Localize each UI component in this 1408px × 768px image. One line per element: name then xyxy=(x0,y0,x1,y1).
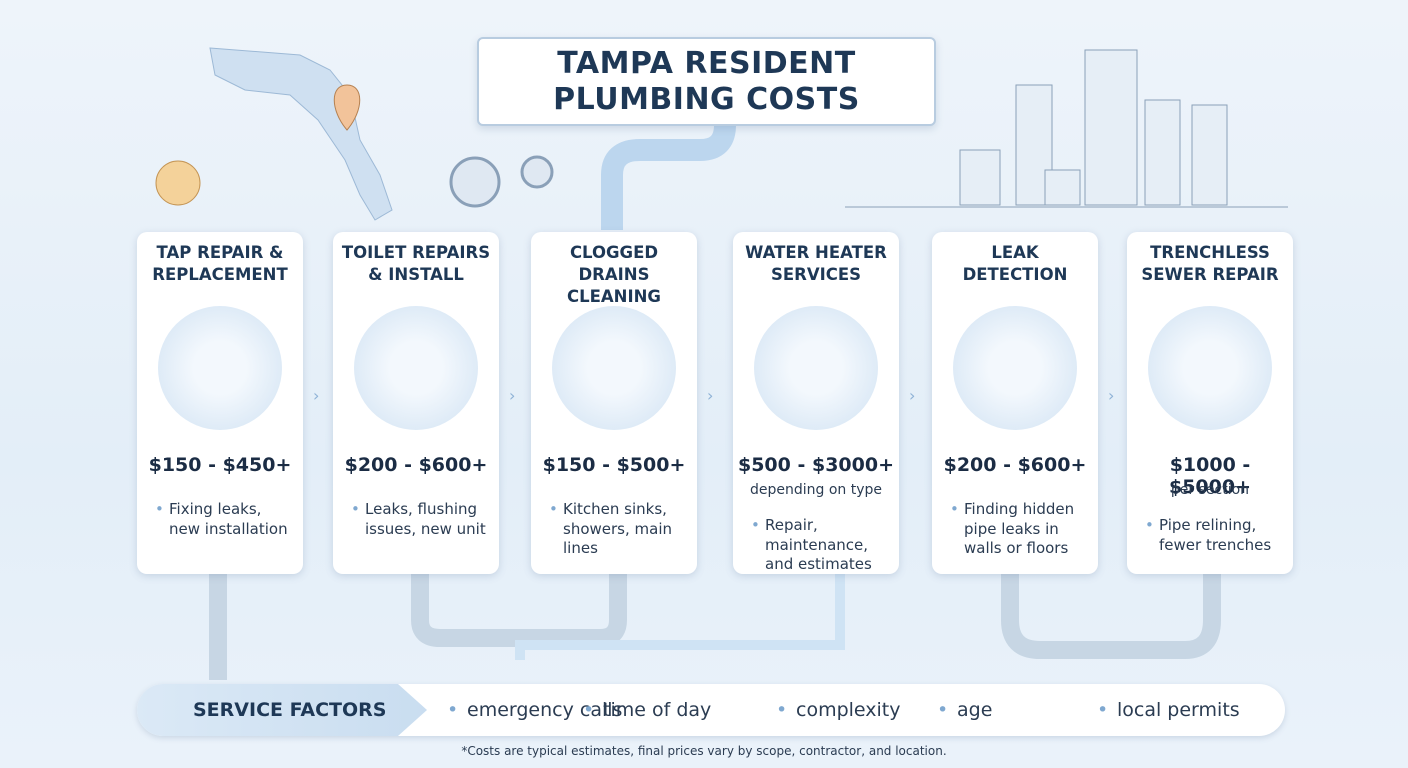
service-card: TRENCHLESS SEWER REPAIR $1000 - $5000+ per… xyxy=(1127,232,1293,574)
connector-arrow: › xyxy=(509,386,516,405)
title-banner: TAMPA RESIDENT PLUMBING COSTS xyxy=(477,37,936,126)
footnote: *Costs are typical estimates, final pric… xyxy=(461,744,947,758)
factor-item: time of day xyxy=(583,684,711,736)
icon-circle xyxy=(552,306,676,430)
connector-arrow: › xyxy=(1108,386,1115,405)
price: $200 - $600+ xyxy=(943,454,1087,476)
price: $200 - $600+ xyxy=(344,454,488,476)
card-title: TAP REPAIR & REPLACEMENT xyxy=(152,243,288,284)
price-note: per section xyxy=(1170,482,1250,498)
service-card: TAP REPAIR & REPLACEMENT $150 - $450+ Fixi… xyxy=(137,232,303,574)
gear-icon xyxy=(449,156,501,208)
factor-item: age xyxy=(937,684,992,736)
gear-icon xyxy=(520,155,554,189)
title-line: PLUMBING COSTS xyxy=(553,81,860,117)
service-card: TOILET REPAIRS & INSTALL $200 - $600+ Leak… xyxy=(333,232,499,574)
card-title: TRENCHLESS SEWER REPAIR xyxy=(1141,243,1279,284)
card-title: CLOGGED DRAINS CLEANING xyxy=(567,243,661,306)
description: Leaks, flushing issues, new unit xyxy=(351,500,489,539)
icon-circle xyxy=(1148,306,1272,430)
connector-arrow: › xyxy=(313,386,320,405)
icon-circle xyxy=(354,306,478,430)
card-title: TOILET REPAIRS & INSTALL xyxy=(341,243,491,284)
title-line: TAMPA RESIDENT xyxy=(557,45,856,81)
connector-arrow: › xyxy=(707,386,714,405)
factors-label: SERVICE FACTORS xyxy=(137,684,427,736)
service-card: WATER HEATER SERVICES $500 - $3000+ depend… xyxy=(733,232,899,574)
pipe xyxy=(209,574,1221,680)
description: Pipe relining, fewer trenches xyxy=(1145,516,1283,555)
connector-arrow: › xyxy=(909,386,916,405)
pipe xyxy=(515,574,845,660)
price: $150 - $450+ xyxy=(148,454,292,476)
map-pin xyxy=(333,84,361,131)
service-factors: SERVICE FACTORS emergency callstime of d… xyxy=(137,684,1285,736)
description: Repair, maintenance, and estimates xyxy=(751,516,889,575)
description: Fixing leaks, new installation xyxy=(155,500,293,539)
icon-circle xyxy=(158,306,282,430)
price: $150 - $500+ xyxy=(542,454,686,476)
factor-item: complexity xyxy=(776,684,901,736)
card-title: LEAK DETECTION xyxy=(962,243,1068,284)
description: Finding hidden pipe leaks in walls or fl… xyxy=(950,500,1088,559)
florida-map xyxy=(209,47,393,221)
service-card: CLOGGED DRAINS CLEANING $150 - $500+ Kitch… xyxy=(531,232,697,574)
description: Kitchen sinks, showers, main lines xyxy=(549,500,687,559)
factor-item: local permits xyxy=(1097,684,1240,736)
coin-icon xyxy=(155,160,201,206)
price: $1000 - $5000+ xyxy=(1168,454,1252,498)
price: $500 - $3000+ xyxy=(737,454,895,476)
city-skyline xyxy=(959,49,1228,206)
price-note: depending on type xyxy=(749,482,883,498)
service-card: LEAK DETECTION $200 - $600+ Finding hidden… xyxy=(932,232,1098,574)
icon-circle xyxy=(754,306,878,430)
card-title: WATER HEATER SERVICES xyxy=(745,243,887,284)
pipe xyxy=(601,122,736,230)
icon-circle xyxy=(953,306,1077,430)
